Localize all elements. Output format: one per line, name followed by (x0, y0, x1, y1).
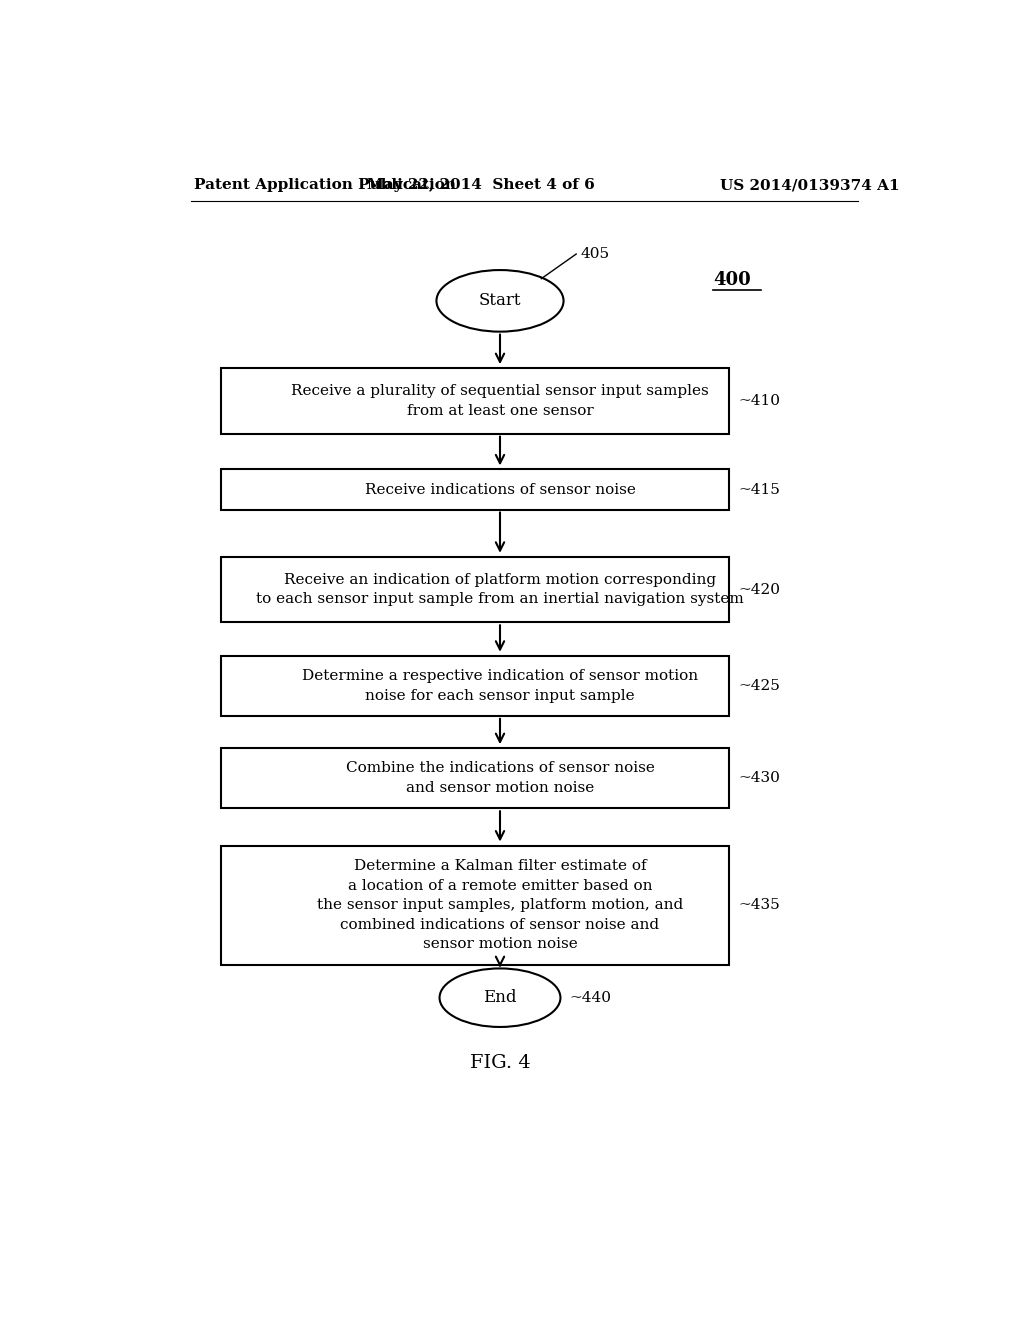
Text: ~425: ~425 (738, 678, 780, 693)
Text: Determine a respective indication of sensor motion
noise for each sensor input s: Determine a respective indication of sen… (302, 669, 698, 702)
Text: FIG. 4: FIG. 4 (470, 1055, 530, 1072)
Text: ~435: ~435 (738, 899, 779, 912)
Text: ~410: ~410 (738, 393, 780, 408)
Text: Combine the indications of sensor noise
and sensor motion noise: Combine the indications of sensor noise … (345, 762, 654, 795)
Text: 400: 400 (713, 271, 751, 289)
Text: ~420: ~420 (738, 582, 780, 597)
Text: Receive indications of sensor noise: Receive indications of sensor noise (365, 483, 636, 496)
Text: ~415: ~415 (738, 483, 780, 496)
Text: May 22, 2014  Sheet 4 of 6: May 22, 2014 Sheet 4 of 6 (367, 178, 595, 193)
Text: End: End (483, 989, 517, 1006)
Text: Determine a Kalman filter estimate of
a location of a remote emitter based on
th: Determine a Kalman filter estimate of a … (316, 859, 683, 952)
Text: ~430: ~430 (738, 771, 780, 785)
Text: Patent Application Publication: Patent Application Publication (194, 178, 456, 193)
Text: ~440: ~440 (569, 991, 611, 1005)
Text: 405: 405 (580, 247, 609, 261)
Text: US 2014/0139374 A1: US 2014/0139374 A1 (720, 178, 900, 193)
Text: Start: Start (479, 292, 521, 309)
Text: Receive a plurality of sequential sensor input samples
from at least one sensor: Receive a plurality of sequential sensor… (291, 384, 709, 417)
Text: Receive an indication of platform motion corresponding
to each sensor input samp: Receive an indication of platform motion… (256, 573, 743, 606)
